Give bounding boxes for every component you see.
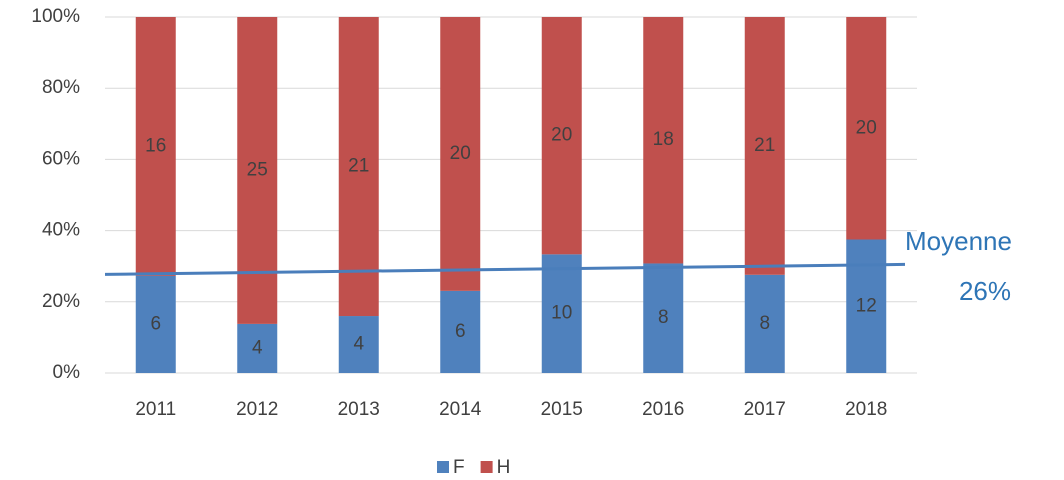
data-label: 8 bbox=[658, 307, 669, 328]
y-tick-label: 0% bbox=[53, 362, 81, 383]
data-label: 20 bbox=[450, 143, 471, 164]
data-label: 6 bbox=[455, 321, 466, 342]
data-label: 21 bbox=[348, 156, 369, 177]
y-tick-label: 20% bbox=[42, 291, 80, 312]
bar-segment bbox=[440, 17, 481, 291]
x-tick-label: 2015 bbox=[541, 399, 583, 420]
bar-segment bbox=[541, 17, 582, 255]
x-tick-label: 2013 bbox=[338, 399, 380, 420]
data-label: 25 bbox=[247, 159, 268, 180]
x-tick-label: 2011 bbox=[135, 399, 176, 420]
x-tick-label: 2018 bbox=[845, 399, 887, 420]
annotation: 26% bbox=[959, 276, 1011, 306]
data-label: 10 bbox=[551, 303, 572, 324]
data-label: 16 bbox=[145, 135, 166, 156]
legend-label: F bbox=[453, 457, 465, 478]
data-label: 12 bbox=[856, 295, 877, 316]
bar-segment bbox=[643, 17, 684, 264]
bar-segment bbox=[440, 290, 481, 373]
data-label: 21 bbox=[754, 135, 775, 156]
y-tick-label: 40% bbox=[42, 220, 80, 241]
bar-segment bbox=[744, 274, 785, 373]
y-tick-label: 60% bbox=[42, 148, 80, 169]
data-label: 6 bbox=[150, 313, 161, 334]
x-tick-label: 2016 bbox=[642, 399, 684, 420]
data-label: 8 bbox=[759, 313, 770, 334]
data-label: 20 bbox=[551, 125, 572, 146]
data-label: 4 bbox=[353, 334, 364, 355]
legend-swatch bbox=[480, 461, 493, 473]
bar-segment bbox=[744, 17, 785, 275]
x-tick-label: 2014 bbox=[439, 399, 482, 420]
bar-segment bbox=[338, 316, 379, 373]
legend-label: H bbox=[497, 457, 511, 478]
data-label: 18 bbox=[653, 129, 674, 150]
x-tick-label: 2012 bbox=[236, 399, 278, 420]
bar-segment bbox=[541, 254, 582, 373]
trend-line bbox=[104, 262, 906, 276]
legend-swatch bbox=[437, 461, 449, 473]
data-label: 20 bbox=[856, 117, 877, 138]
bar-segment bbox=[135, 17, 176, 276]
x-tick-label: 2017 bbox=[744, 399, 786, 420]
bar-segment bbox=[643, 263, 684, 373]
bar-segment bbox=[846, 17, 887, 240]
data-label: 4 bbox=[252, 337, 263, 358]
annotation: Moyenne bbox=[905, 226, 1012, 256]
bar-segment bbox=[846, 239, 887, 373]
y-tick-label: 100% bbox=[31, 6, 80, 27]
bar-segment bbox=[237, 323, 278, 373]
bar-segment bbox=[338, 17, 379, 317]
y-tick-label: 80% bbox=[42, 77, 80, 98]
bar-segment bbox=[135, 275, 176, 373]
